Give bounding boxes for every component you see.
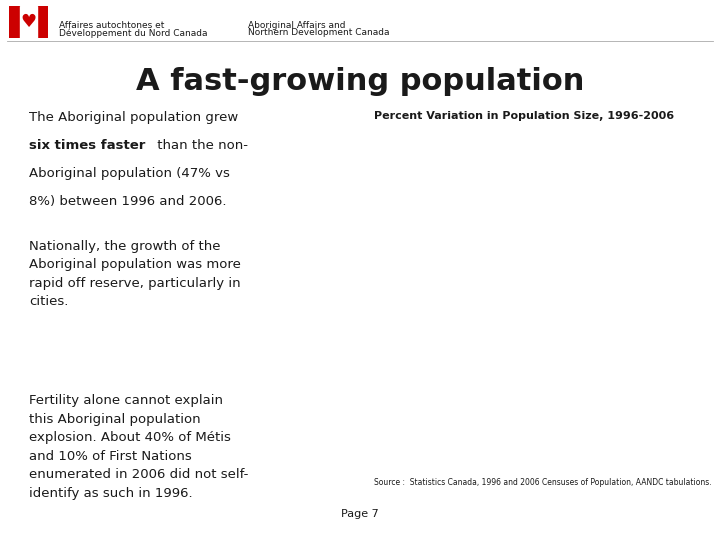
Text: Nationally, the growth of the
Aboriginal population was more
rapid off reserve, : Nationally, the growth of the Aboriginal… bbox=[29, 240, 240, 308]
Text: Aboriginal population (47% vs: Aboriginal population (47% vs bbox=[29, 167, 230, 180]
Text: Source :  Statistics Canada, 1996 and 2006 Censuses of Population, AANDC tabulat: Source : Statistics Canada, 1996 and 200… bbox=[374, 478, 712, 487]
Text: A fast-growing population: A fast-growing population bbox=[136, 68, 584, 97]
Text: Fertility alone cannot explain
this Aboriginal population
explosion. About 40% o: Fertility alone cannot explain this Abor… bbox=[29, 394, 248, 500]
Text: Northern Development Canada: Northern Development Canada bbox=[248, 28, 390, 37]
Text: 8%) between 1996 and 2006.: 8%) between 1996 and 2006. bbox=[29, 195, 226, 208]
Bar bbox=[37, 6, 48, 38]
Bar bbox=[19, 6, 37, 38]
Text: Percent Variation in Population Size, 1996-2006: Percent Variation in Population Size, 19… bbox=[374, 111, 675, 121]
Text: The Aboriginal population grew: The Aboriginal population grew bbox=[29, 111, 238, 124]
Text: Page 7: Page 7 bbox=[341, 509, 379, 519]
Text: Aboriginal Affairs and: Aboriginal Affairs and bbox=[248, 21, 346, 30]
Text: Développement du Nord Canada: Développement du Nord Canada bbox=[59, 28, 207, 38]
Text: Affaires autochtones et: Affaires autochtones et bbox=[59, 21, 164, 30]
Text: six times faster: six times faster bbox=[29, 139, 145, 152]
Text: ♥: ♥ bbox=[20, 12, 37, 31]
Text: than the non-: than the non- bbox=[153, 139, 248, 152]
Bar bbox=[9, 6, 19, 38]
